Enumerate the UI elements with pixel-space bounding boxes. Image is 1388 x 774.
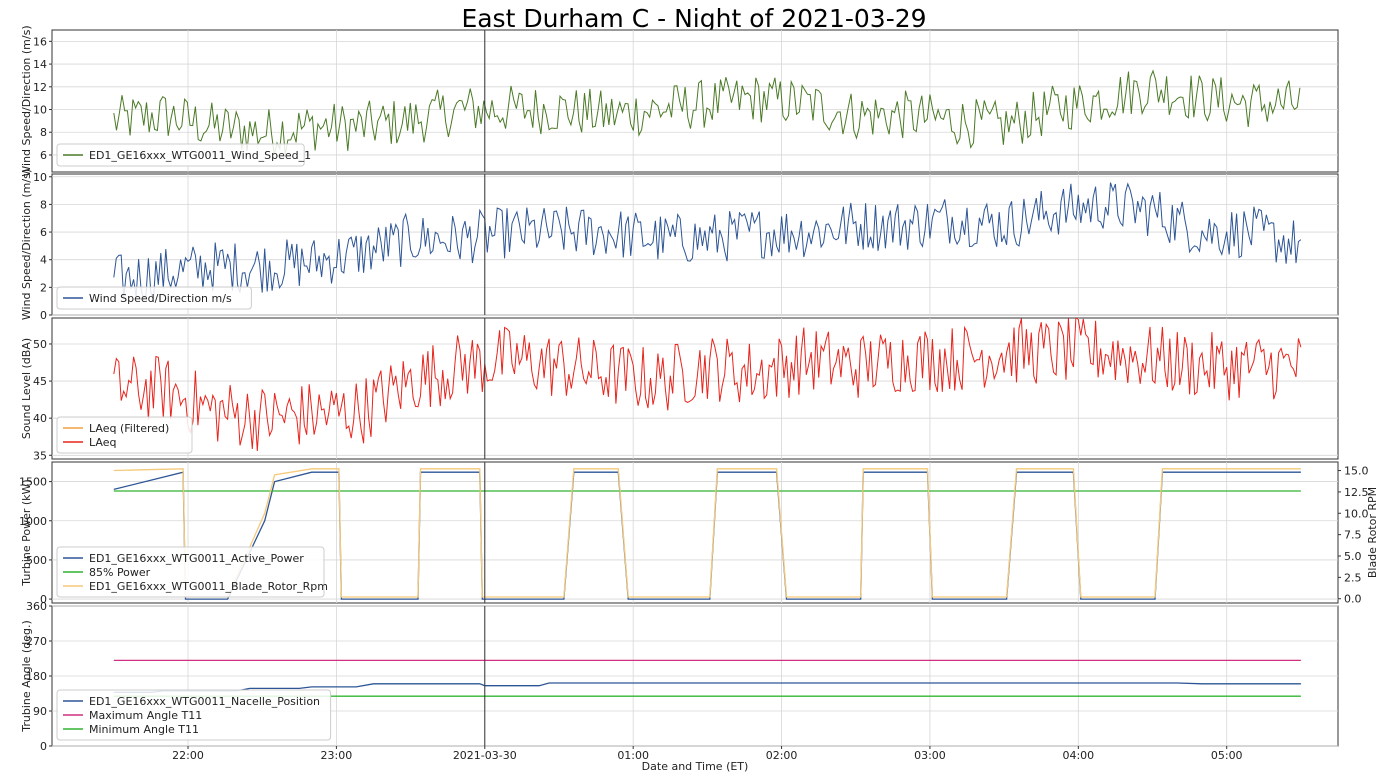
legend: ED1_GE16xxx_WTG0011_Nacelle_PositionMaxi… bbox=[56, 689, 332, 741]
y-tick-label: 8 bbox=[40, 126, 47, 139]
y-tick-label: 16 bbox=[33, 35, 47, 48]
y-axis-label: Wind Speed/Direction (m/s) bbox=[20, 169, 33, 320]
y-axis-label: Sound Level (dBA) bbox=[20, 338, 33, 439]
y-tick-label: 6 bbox=[40, 226, 47, 239]
y-axis-label: Trubine Angle (deg.) bbox=[20, 620, 33, 732]
plot-frame bbox=[51, 317, 1339, 460]
y-tick-label: 40 bbox=[33, 412, 47, 425]
y-tick-label: 8 bbox=[40, 198, 47, 211]
series-group bbox=[113, 69, 1301, 155]
y-tick-label: 14 bbox=[33, 58, 47, 71]
x-axis-label: Date and Time (ET) bbox=[642, 760, 749, 773]
legend: ED1_GE16xxx_WTG0011_Wind_Speed_1 bbox=[56, 143, 311, 167]
x-tick-label: 03:00 bbox=[914, 749, 946, 762]
x-tick-label: 2021-03-30 bbox=[453, 749, 517, 762]
y-tick-label: 0 bbox=[40, 740, 47, 753]
y-tick-label: 270 bbox=[26, 635, 47, 648]
x-tick-label: 02:00 bbox=[766, 749, 798, 762]
y-axis-label: Turbine Power (kW) bbox=[20, 479, 33, 586]
x-tick-label: 01:00 bbox=[617, 749, 649, 762]
legend-box bbox=[56, 546, 325, 598]
y-tick-label: 1000 bbox=[19, 515, 47, 528]
series-group bbox=[113, 182, 1302, 301]
chart-title: East Durham C - Night of 2021-03-29 bbox=[461, 4, 927, 33]
y-tick-label: 35 bbox=[33, 449, 47, 462]
legend-label: ED1_GE16xxx_WTG0011_Blade_Rotor_Rpm bbox=[89, 580, 328, 593]
legend: LAeq (Filtered)LAeq bbox=[56, 416, 193, 454]
y-tick-label: 10 bbox=[33, 104, 47, 117]
y-tick-label: 500 bbox=[26, 554, 47, 567]
series-line-2 bbox=[113, 318, 1302, 452]
right-tick-label: 2.5 bbox=[1344, 571, 1362, 584]
series-group bbox=[113, 468, 1301, 600]
y-axis-label: Wind Speed/Direction (m/s) bbox=[20, 25, 33, 176]
right-axis-label: Blade Rotor RPM bbox=[1366, 487, 1379, 578]
legend: Wind Speed/Direction m/s bbox=[56, 286, 252, 310]
legend-label: LAeq (Filtered) bbox=[89, 422, 169, 435]
series-group bbox=[113, 318, 1302, 452]
series-line-1 bbox=[113, 182, 1302, 301]
legend-box bbox=[56, 416, 193, 454]
legend-label: LAeq bbox=[89, 436, 116, 449]
y-tick-label: 4 bbox=[40, 254, 47, 267]
right-tick-label: 0.0 bbox=[1344, 593, 1362, 606]
y-tick-label: 12 bbox=[33, 81, 47, 94]
y-tick-label: 10 bbox=[33, 171, 47, 184]
legend-label: Maximum Angle T11 bbox=[89, 709, 202, 722]
legend-label: Wind Speed/Direction m/s bbox=[89, 292, 232, 305]
x-tick-label: 23:00 bbox=[321, 749, 353, 762]
y-tick-label: 45 bbox=[33, 375, 47, 388]
legend-label: 85% Power bbox=[89, 566, 151, 579]
legend-label: ED1_GE16xxx_WTG0011_Active_Power bbox=[89, 552, 304, 565]
y-tick-label: 50 bbox=[33, 338, 47, 351]
y-tick-label: 0 bbox=[40, 593, 47, 606]
legend-box bbox=[56, 689, 332, 741]
legend-label: ED1_GE16xxx_WTG0011_Wind_Speed_1 bbox=[89, 149, 311, 162]
right-tick-label: 7.5 bbox=[1344, 529, 1362, 542]
plot-frame bbox=[51, 173, 1339, 316]
y-tick-label: 360 bbox=[26, 600, 47, 613]
x-tick-label: 05:00 bbox=[1211, 749, 1243, 762]
right-tick-label: 10.0 bbox=[1344, 507, 1369, 520]
y-tick-label: 2 bbox=[40, 281, 47, 294]
right-tick-label: 5.0 bbox=[1344, 550, 1362, 563]
legend-label: Minimum Angle T11 bbox=[89, 723, 199, 736]
x-tick-label: 22:00 bbox=[172, 749, 204, 762]
y-tick-label: 0 bbox=[40, 309, 47, 322]
right-tick-label: 15.0 bbox=[1344, 465, 1369, 478]
panel-5: 0 90 180 270 360 Trubine Angle (deg.) ED1_GE16… bbox=[20, 600, 1339, 753]
y-tick-label: 90 bbox=[33, 705, 47, 718]
legend-box bbox=[56, 286, 252, 310]
series-line-1 bbox=[113, 69, 1301, 155]
y-tick-label: 1500 bbox=[19, 476, 47, 489]
legend-label: ED1_GE16xxx_WTG0011_Nacelle_Position bbox=[89, 695, 320, 708]
y-tick-label: 180 bbox=[26, 670, 47, 683]
series-line-3 bbox=[113, 468, 1301, 598]
y-tick-label: 6 bbox=[40, 149, 47, 162]
legend-box bbox=[56, 143, 305, 167]
right-tick-label: 12.5 bbox=[1344, 486, 1369, 499]
x-tick-label: 04:00 bbox=[1062, 749, 1094, 762]
